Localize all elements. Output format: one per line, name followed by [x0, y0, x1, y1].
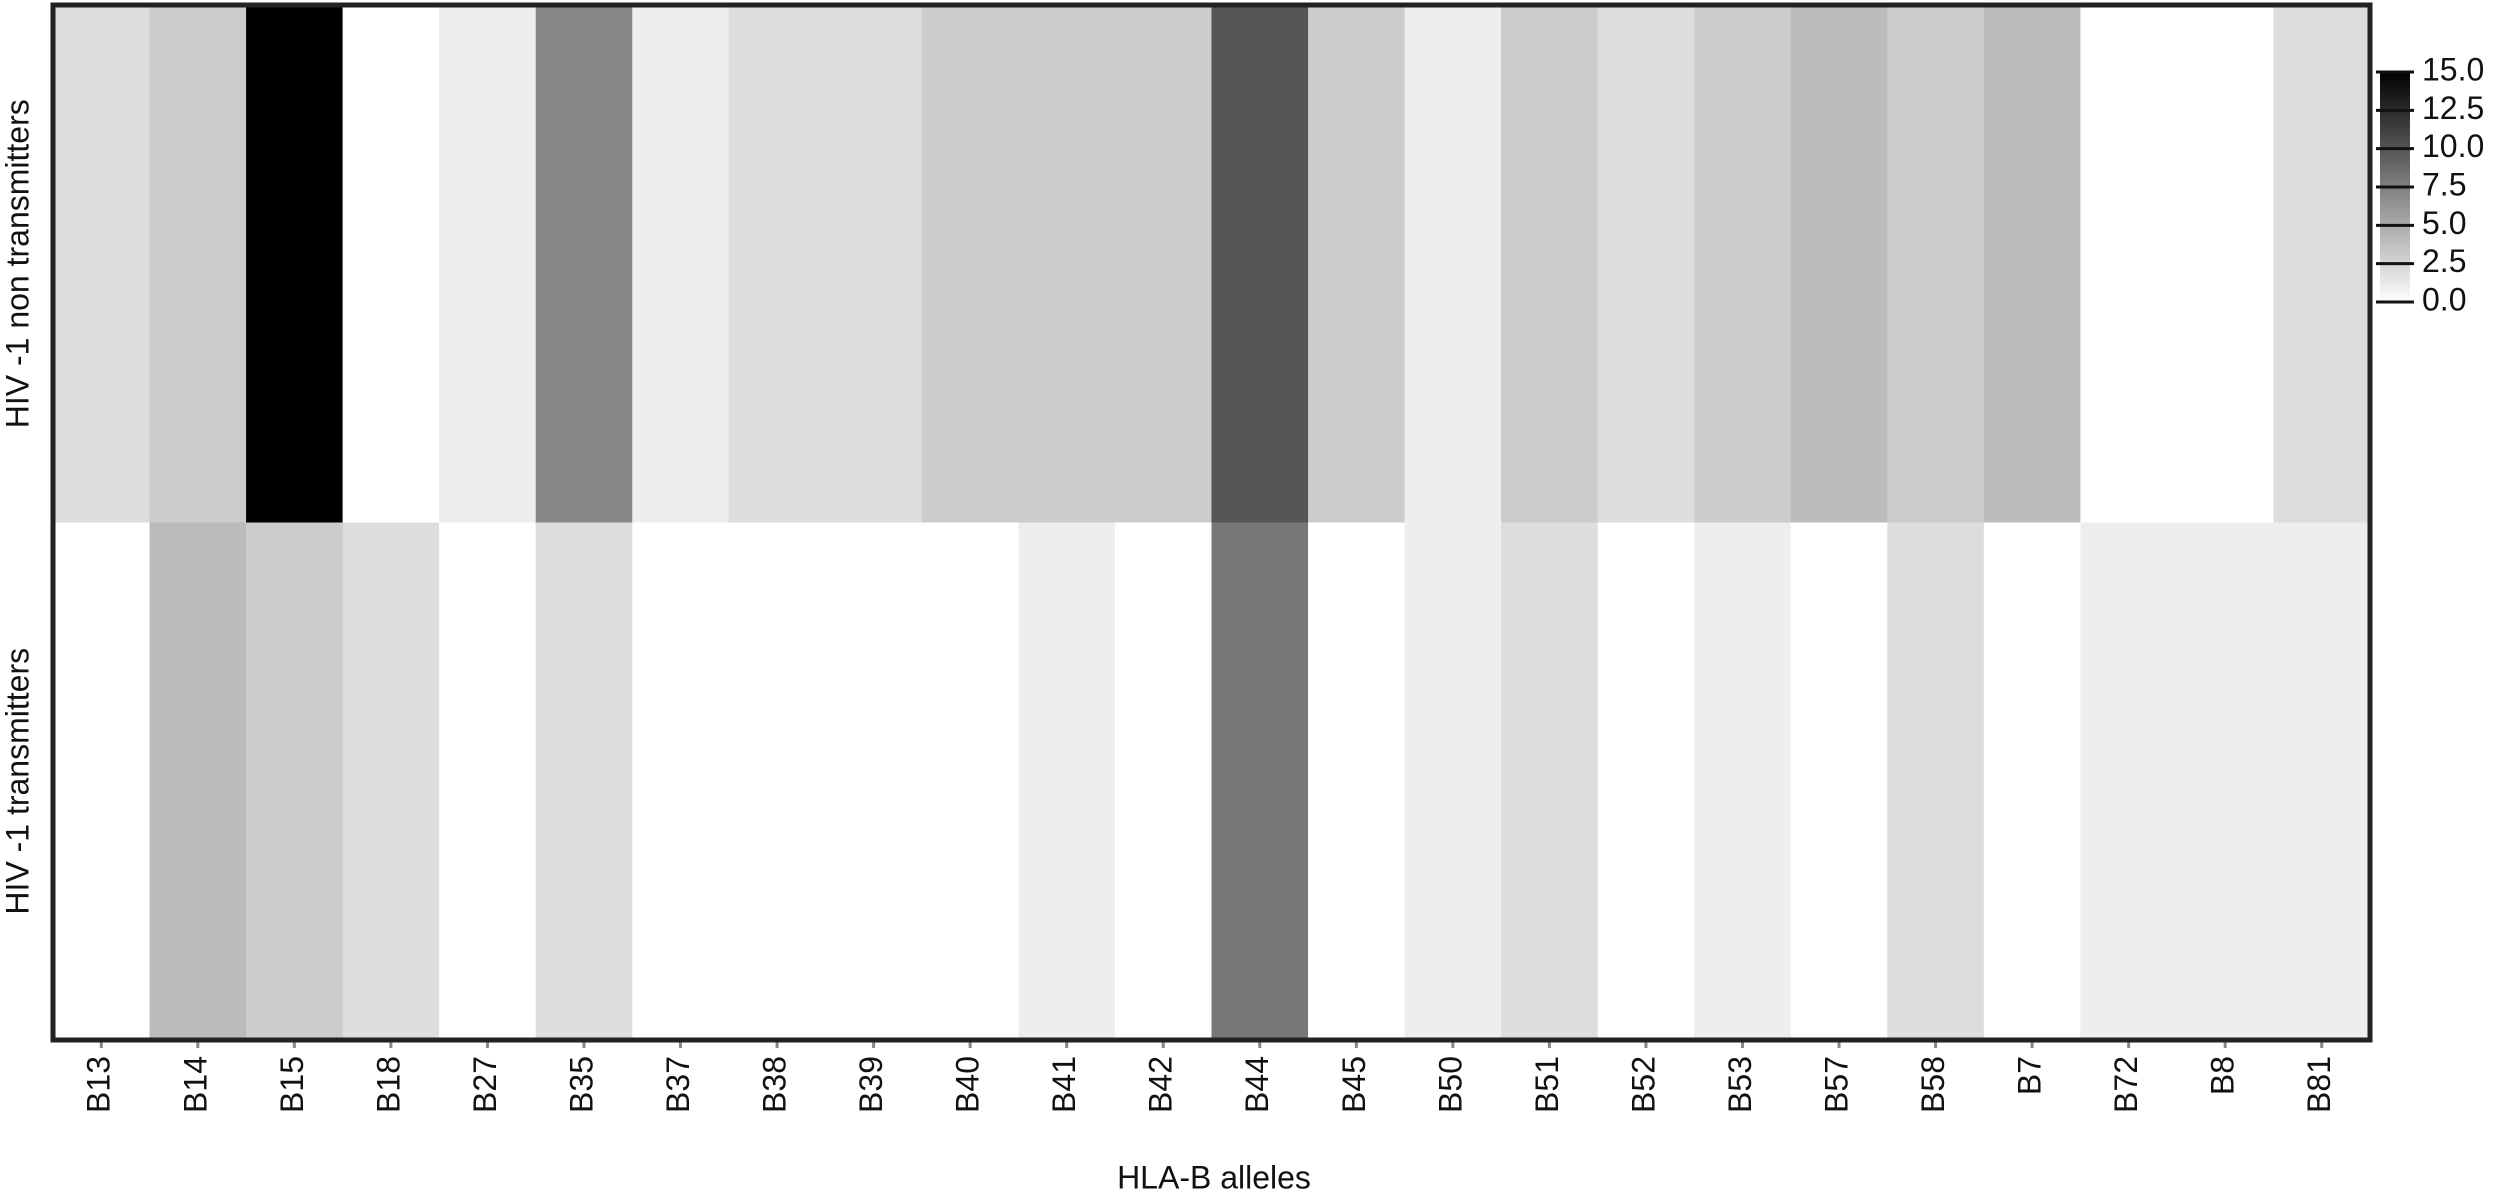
x-tick-label: B14: [177, 1056, 213, 1113]
heatmap-cell: [1404, 5, 1502, 523]
heatmap-cell: [535, 522, 633, 1041]
heatmap-cell: [1790, 5, 1888, 523]
heatmap-cell: [149, 5, 247, 523]
x-tick-label: B13: [81, 1056, 117, 1113]
row-label: HIV -1 transmitters: [0, 648, 35, 915]
heatmap-cell: [632, 5, 730, 523]
x-axis-title: HLA-B alleles: [1117, 1159, 1311, 1195]
x-tick-label: B72: [2108, 1056, 2144, 1113]
x-tick-label: B44: [1239, 1056, 1275, 1113]
heatmap-cell: [825, 5, 923, 523]
heatmap-cell: [1983, 522, 2081, 1041]
heatmap-cell: [1308, 522, 1406, 1041]
heatmap-cell: [1694, 522, 1792, 1041]
heatmap-cell: [1694, 5, 1792, 523]
x-tick-label: B40: [950, 1056, 986, 1113]
heatmap-cell: [1404, 522, 1502, 1041]
heatmap-cell: [1018, 522, 1116, 1041]
x-tick-label: B53: [1722, 1056, 1758, 1113]
heatmap-cell: [246, 522, 344, 1041]
x-tick-label: B27: [467, 1056, 503, 1113]
heatmap-cell: [342, 5, 440, 523]
x-tick-label: B41: [1046, 1056, 1082, 1113]
x-tick-label: B58: [1915, 1056, 1951, 1113]
x-tick-label: B18: [370, 1056, 406, 1113]
heatmap-cell: [1211, 522, 1309, 1041]
heatmap-cell: [439, 5, 537, 523]
x-tick-label: B45: [1336, 1056, 1372, 1113]
colorbar-tick-label: 2.5: [2422, 243, 2466, 279]
colorbar-tick-label: 12.5: [2422, 90, 2484, 126]
x-tick-label: B15: [274, 1056, 310, 1113]
x-tick-label: B81: [2301, 1056, 2337, 1113]
heatmap-cell: [149, 522, 247, 1041]
heatmap-cell: [2176, 522, 2274, 1041]
heatmap-cell: [439, 522, 537, 1041]
heatmap-cell: [1597, 5, 1695, 523]
heatmap-cell: [2273, 5, 2371, 523]
heatmap-cell: [1501, 522, 1599, 1041]
colorbar-tick-label: 15.0: [2422, 51, 2484, 87]
heatmap-cell: [632, 522, 730, 1041]
heatmap-cell: [921, 5, 1019, 523]
heatmap-cell: [53, 522, 151, 1041]
heatmap-cell: [1501, 5, 1599, 523]
x-tick-label: B39: [853, 1056, 889, 1113]
x-tick-label: B35: [563, 1056, 599, 1113]
heatmap-cell: [2273, 522, 2371, 1041]
colorbar-tick-label: 0.0: [2422, 281, 2466, 317]
x-tick-label: B37: [660, 1056, 696, 1113]
heatmap-cell: [1211, 5, 1309, 523]
colorbar-tick-label: 10.0: [2422, 128, 2484, 164]
heatmap-cell: [2176, 5, 2274, 523]
heatmap-cell: [1887, 522, 1985, 1041]
heatmap-cell: [1790, 522, 1888, 1041]
x-tick-label: B51: [1529, 1056, 1565, 1113]
x-tick-label: B50: [1432, 1056, 1468, 1113]
heatmap-cell: [2080, 522, 2178, 1041]
x-tick-label: B38: [757, 1056, 793, 1113]
heatmap-cell: [1114, 522, 1212, 1041]
heatmap-cell: [1114, 5, 1212, 523]
row-label: HIV -1 non transmitters: [0, 99, 35, 428]
x-tick-label: B7: [2012, 1056, 2048, 1095]
heatmap-cell: [1597, 522, 1695, 1041]
heatmap-cell: [1018, 5, 1116, 523]
heatmap-cell: [342, 522, 440, 1041]
x-tick-label: B57: [1818, 1056, 1854, 1113]
heatmap-cell: [825, 522, 923, 1041]
heatmap-cell: [728, 522, 826, 1041]
x-tick-label: B42: [1143, 1056, 1179, 1113]
heatmap-cell: [1308, 5, 1406, 523]
plot-frame: [50, 2, 2373, 1043]
heatmap-cell: [921, 522, 1019, 1041]
heatmap-cell: [1887, 5, 1985, 523]
colorbar-tick-label: 7.5: [2422, 166, 2466, 202]
heatmap-cell: [535, 5, 633, 523]
heatmap-cell: [728, 5, 826, 523]
x-tick-label: B52: [1625, 1056, 1661, 1113]
heatmap-cell: [2080, 5, 2178, 523]
heatmap-cell: [246, 5, 344, 523]
heatmap-cell: [1983, 5, 2081, 523]
x-tick-label: B8: [2205, 1056, 2241, 1095]
colorbar-tick-label: 5.0: [2422, 205, 2466, 241]
heatmap-cell: [53, 5, 151, 523]
